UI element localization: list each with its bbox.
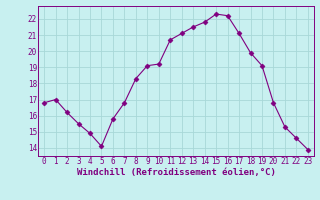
X-axis label: Windchill (Refroidissement éolien,°C): Windchill (Refroidissement éolien,°C) xyxy=(76,168,276,177)
